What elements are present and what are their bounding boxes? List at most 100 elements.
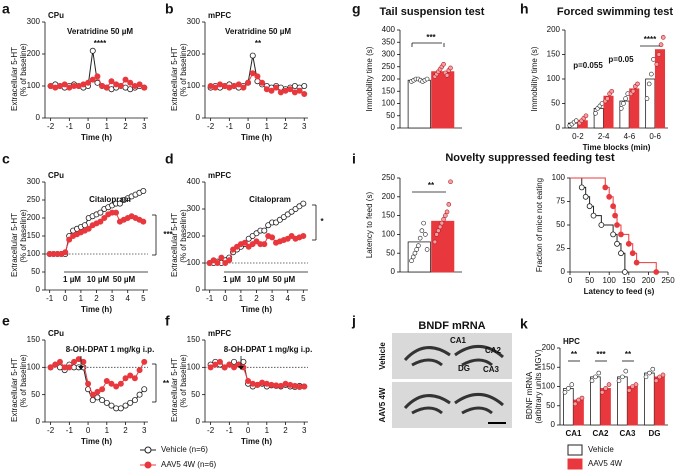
data-point	[127, 79, 134, 86]
data-point	[610, 231, 617, 238]
x-tick-label: 0	[86, 122, 91, 131]
annotation: 50 µM	[113, 275, 136, 284]
x-tick-label: 1	[265, 426, 270, 435]
individual-point	[424, 247, 430, 252]
x-tick-label: 0	[568, 276, 573, 285]
individual-point	[436, 228, 441, 233]
individual-point	[635, 81, 640, 87]
data-point	[131, 375, 138, 382]
y-tick-label: 100	[187, 81, 201, 90]
data-point	[226, 361, 233, 368]
individual-point	[569, 382, 575, 387]
x-tick-label: 3	[142, 122, 147, 131]
individual-point	[441, 62, 446, 67]
data-point	[117, 405, 124, 412]
individual-point	[579, 395, 585, 401]
y-tick-label: 150	[27, 335, 41, 344]
individual-point	[660, 372, 666, 378]
data-point	[629, 250, 636, 257]
legend-label: Vehicle	[588, 445, 614, 454]
individual-point	[621, 101, 626, 106]
data-point	[108, 402, 115, 409]
data-point	[117, 380, 124, 387]
hippocampus	[403, 393, 504, 415]
y-axis-label: (% of baseline)	[19, 354, 28, 408]
y-tick-label: 100	[382, 99, 396, 108]
data-point	[97, 209, 104, 216]
y-tick-label: 300	[27, 177, 41, 186]
region-label: CA2	[485, 346, 502, 355]
annotation: 10 µM	[87, 275, 110, 284]
panel-letter: b	[165, 1, 174, 17]
individual-point	[593, 374, 598, 380]
x-tick-label: CA2	[592, 429, 609, 438]
data-point	[614, 240, 620, 247]
data-point	[52, 361, 59, 368]
y-tick-label: 0	[36, 417, 41, 426]
y-tick-label: 150	[542, 362, 556, 371]
individual-point	[643, 374, 649, 380]
legend-label: AAV5 4W (n=6)	[161, 460, 217, 469]
data-point	[99, 397, 106, 404]
y-tick-label: 300	[187, 204, 201, 213]
individual-point	[620, 374, 625, 380]
data-point	[113, 209, 120, 216]
individual-point	[421, 220, 426, 226]
x-tick-label: -1	[66, 122, 74, 131]
individual-point	[409, 258, 414, 264]
data-point	[610, 203, 617, 210]
y-axis-label: Immobility time (s)	[365, 46, 374, 111]
region-label: DG	[458, 364, 470, 373]
x-axis-label: Time (h)	[81, 305, 112, 314]
data-point	[127, 372, 134, 379]
individual-point	[583, 113, 589, 119]
data-point	[117, 83, 124, 90]
x-tick-label: 3	[270, 294, 275, 303]
y-tick-label: 0	[391, 123, 396, 132]
x-tick-label: 2	[283, 122, 288, 131]
data-point	[586, 203, 593, 210]
x-tick-label: 0	[246, 426, 251, 435]
individual-point	[448, 65, 453, 71]
legend-marker	[144, 446, 152, 454]
y-axis-label: Extracellular 5-HT	[10, 358, 19, 422]
x-tick-label: 50	[585, 276, 594, 285]
data-point	[249, 52, 256, 59]
region-label: CPu	[48, 11, 64, 20]
data-point	[122, 375, 129, 382]
individual-point	[647, 370, 652, 376]
data-point	[97, 218, 104, 225]
y-tick-label: 50	[31, 267, 40, 276]
x-tick-label: 2	[123, 426, 128, 435]
bar	[654, 49, 666, 129]
y-tick-label: 50	[386, 111, 395, 120]
y-tick-label: 0	[196, 285, 201, 294]
y-axis-label: Immobility time (s)	[530, 46, 539, 111]
individual-point	[646, 81, 652, 87]
individual-point	[412, 250, 418, 256]
data-point	[140, 218, 147, 225]
y-tick-label: 50	[31, 390, 40, 399]
individual-point	[444, 209, 450, 215]
individual-point	[437, 224, 443, 230]
x-tick-label: -1	[226, 122, 234, 131]
data-point	[136, 391, 143, 398]
image-panel	[392, 333, 512, 428]
annotation: 10 µM	[247, 275, 270, 284]
region-label: mPFC	[208, 171, 231, 180]
data-point	[141, 358, 148, 365]
y-tick-label: 150	[382, 211, 396, 220]
region-label: mPFC	[208, 329, 231, 338]
x-tick-label: 100	[603, 276, 617, 285]
x-tick-label: 2	[94, 294, 99, 303]
data-point	[249, 70, 256, 77]
data-point	[122, 402, 129, 409]
annotation: Veratridine 50 µM	[67, 27, 133, 36]
individual-point	[626, 388, 632, 393]
y-tick-label: 150	[382, 86, 396, 95]
data-point	[89, 397, 96, 404]
data-point	[235, 81, 242, 88]
data-point	[269, 234, 276, 241]
y-axis-label: Extracellular 5-HT	[170, 213, 179, 277]
